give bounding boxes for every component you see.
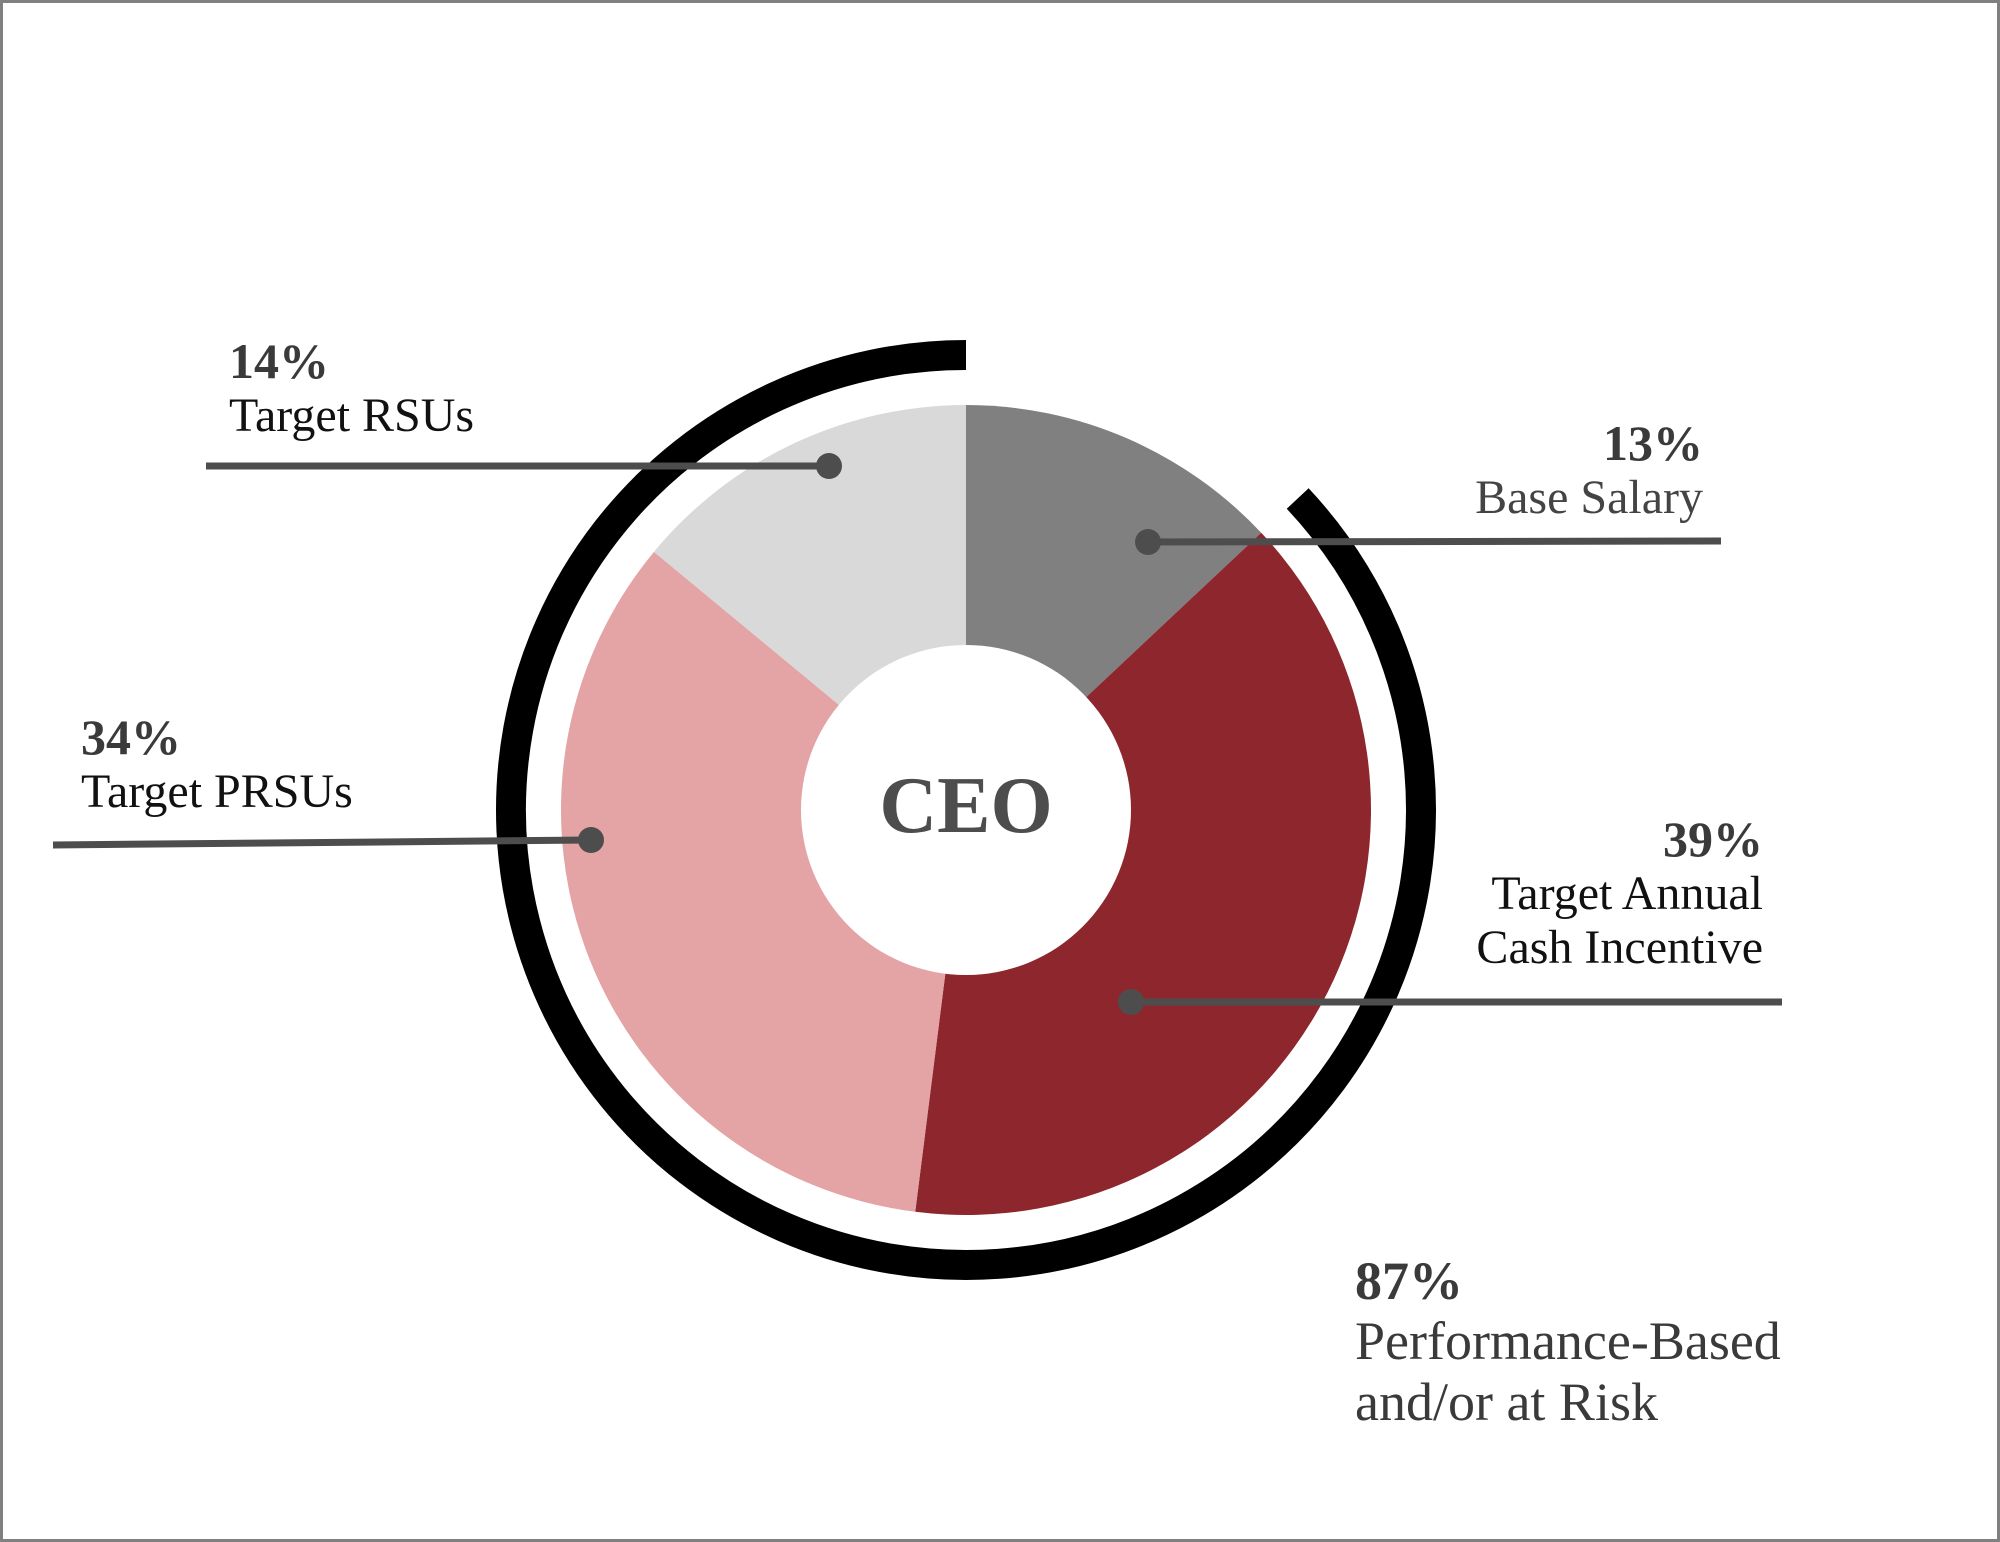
cash-percent: 39% (1663, 811, 1763, 867)
slice-target-prsus (560, 551, 966, 1212)
leader-dot (1135, 529, 1161, 555)
cash-name-line1: Target Annual (1491, 867, 1763, 920)
label-target-rsus: 14% Target RSUs (229, 333, 474, 443)
leader-dot (578, 827, 604, 853)
prsu-percent: 34% (81, 709, 181, 765)
center-label: CEO (879, 762, 1053, 850)
leader-line (1147, 537, 1722, 546)
label-base-salary: 13% Base Salary (1475, 415, 1703, 525)
label-performance-based: 87% Performance-Based and/or at Risk (1355, 1251, 1781, 1432)
leader-lines (52, 453, 1782, 1015)
label-target-annual-cash: 39% Target Annual Cash Incentive (1476, 811, 1763, 975)
rsu-name: Target RSUs (229, 389, 475, 442)
slice-target-annual-cash-incentive (915, 532, 1372, 1215)
leader-line (52, 836, 592, 849)
donut-chart (52, 340, 1782, 1280)
leader-dot (816, 453, 842, 479)
rsu-percent: 14% (229, 333, 329, 389)
perf-name-line1: Performance-Based (1355, 1311, 1781, 1372)
cash-name-line2: Cash Incentive (1476, 920, 1763, 974)
performance-arc (496, 340, 1436, 1280)
salary-percent: 13% (1603, 415, 1703, 471)
donut-hole (801, 645, 1131, 975)
perf-percent: 87% (1355, 1251, 1463, 1311)
perf-name-line2: and/or at Risk (1355, 1371, 1658, 1432)
salary-name: Base Salary (1475, 471, 1703, 524)
prsu-name: Target PRSUs (81, 765, 353, 818)
leader-dot (1118, 989, 1144, 1015)
label-target-prsus: 34% Target PRSUs (81, 709, 353, 819)
